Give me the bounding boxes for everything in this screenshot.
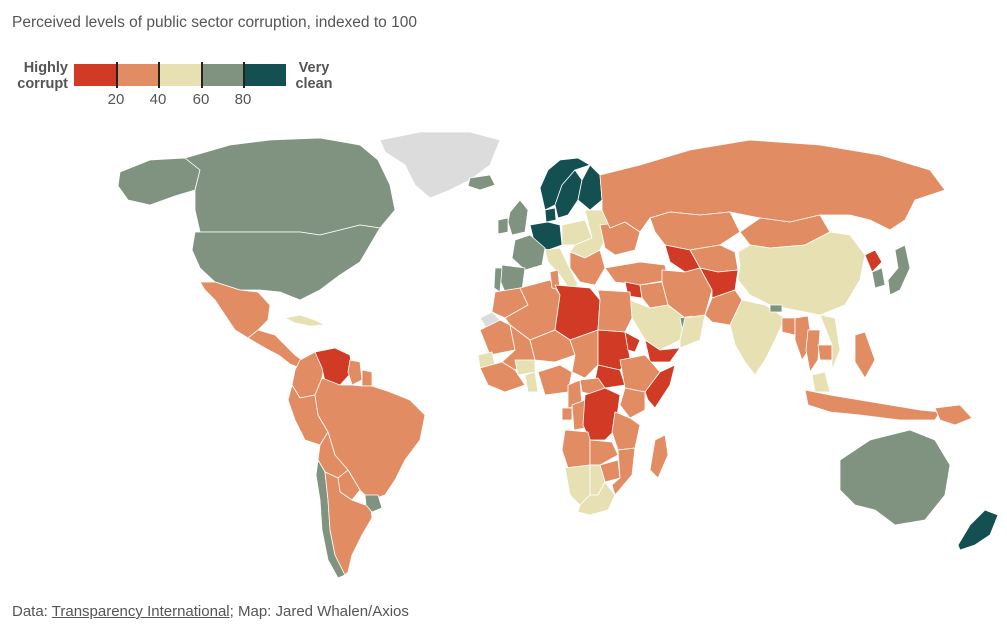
legend-swatch-2 [158,64,202,86]
region-denmark [544,207,557,223]
region-oman [679,314,706,349]
region-cambodia [817,344,833,361]
region-somalia [644,364,676,409]
source-note: Data: Transparency International; Map: J… [12,603,409,620]
region-portugal [493,267,503,293]
region-dr-congo [582,387,621,441]
region-angola [561,429,591,469]
legend-tick-mark [201,62,203,88]
region-kazakhstan [649,211,741,251]
region-uruguay [364,494,383,513]
legend-swatch-0 [74,64,117,86]
legend-swatch-1 [116,64,159,86]
region-zambia [589,439,619,466]
legend-swatch-4 [243,64,287,86]
region-guyana [347,359,363,386]
region-yemen [644,339,681,363]
region-india [729,299,786,376]
region-australia [839,429,951,526]
region-egypt [597,289,633,333]
region-malaysia [811,371,831,393]
region-madagascar [649,434,669,479]
legend-tick-mark [116,62,118,88]
region-central-america [247,329,306,369]
region-cuba [284,314,326,327]
world-map [117,131,999,579]
region-alaska [117,157,201,206]
region-gabon [561,407,573,421]
region-united-kingdom [507,199,529,236]
region-venezuela [314,347,353,386]
legend-low-label-line1: Highly [23,60,68,76]
region-bhutan [769,304,783,313]
legend-high-label-line2: clean [295,76,333,92]
region-south-sudan [594,364,626,389]
region-thailand [805,329,821,373]
region-japan [887,244,911,296]
legend-low-label: Highly corrupt [10,60,68,92]
region-balkans [569,249,606,286]
legend-low-label-line2: corrupt [17,76,68,92]
region-west-africa [479,361,526,393]
region-new-zealand [957,509,999,551]
region-papua-new-guinea [934,404,973,426]
region-south-africa [577,481,616,516]
region-indonesia [804,389,941,421]
region-tanzania [611,411,641,451]
region-philippines [854,331,876,379]
region-bangladesh [781,317,796,336]
region-suriname [361,369,373,387]
legend-tick-label: 60 [192,91,210,108]
region-ireland [497,217,509,235]
region-ghana [524,371,539,393]
region-vietnam [819,314,841,371]
region-russia [599,139,946,233]
region-argentina [324,471,373,576]
legend-tick-label: 40 [149,91,167,108]
legend-tick-label: 20 [107,91,125,108]
legend-tick-mark [158,62,160,88]
region-finland [577,164,603,211]
region-iceland [467,174,496,191]
region-eritrea [624,331,641,353]
region-greenland [379,131,501,199]
legend-high-label-line1: Very [298,60,330,76]
legend-high-label: Very clean [292,60,336,92]
region-nigeria [537,364,573,396]
region-kenya [619,387,646,419]
region-turkey [604,261,669,286]
legend-tick-mark [243,62,245,88]
legend-tick-label: 80 [234,91,252,108]
region-france [511,234,546,271]
legend: Highly corrupt 20 40 60 80 Very clean [10,60,350,116]
legend-color-scale [74,64,287,86]
legend-swatch-3 [201,64,244,86]
source-suffix: ; Map: Jared Whalen/Axios [229,603,409,620]
chart-title: Perceived levels of public sector corrup… [12,14,417,31]
region-canada [184,137,396,236]
source-prefix: Data: [12,603,52,620]
region-north-korea [864,249,883,273]
region-china [737,231,866,316]
region-norway [539,157,591,211]
region-south-korea [871,267,886,289]
source-link[interactable]: Transparency International [51,603,230,620]
